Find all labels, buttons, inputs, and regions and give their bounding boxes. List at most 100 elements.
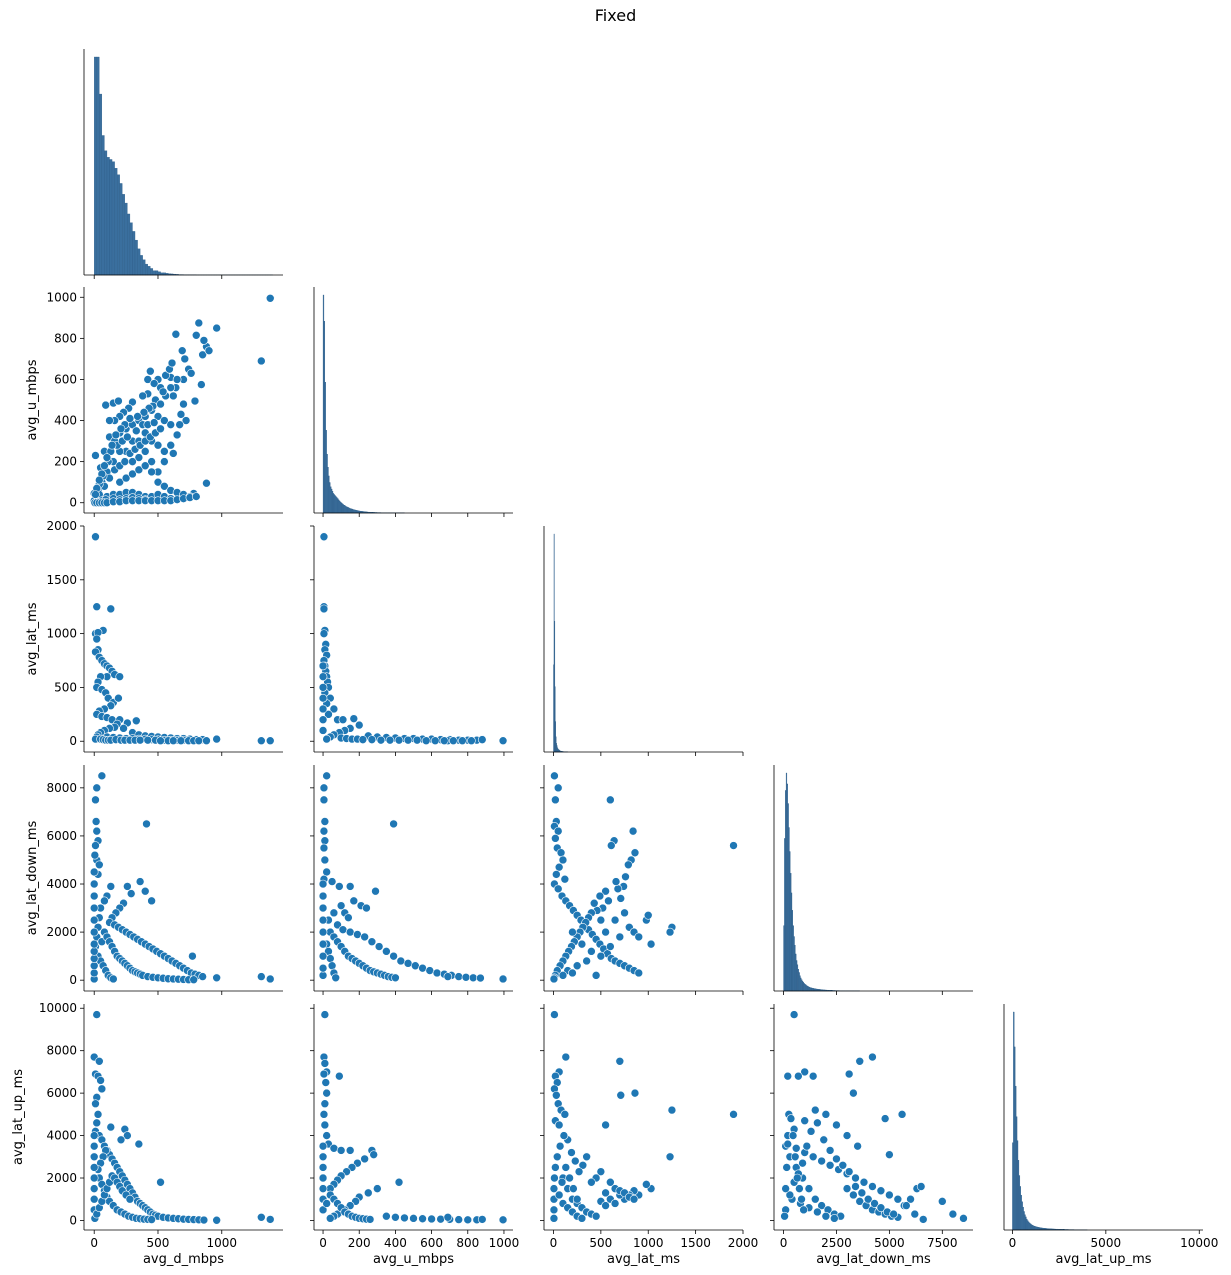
scatter-point [133, 412, 142, 421]
scatter-point [134, 1139, 144, 1149]
scatter-point [321, 1078, 331, 1087]
scatter-point [319, 783, 329, 793]
scatter-point [729, 1110, 738, 1119]
scatter-point [552, 1152, 562, 1162]
scatter-point [808, 1152, 818, 1162]
scatter-point [134, 465, 144, 475]
scatter-point [810, 1194, 820, 1204]
scatter-point [91, 532, 100, 542]
scatter-point [646, 939, 656, 949]
scatter-point [212, 734, 221, 744]
scatter-point [318, 951, 328, 961]
y-tick-label: 8000 [46, 1044, 77, 1058]
scatter-point [859, 1177, 869, 1187]
scatter-point [329, 1144, 339, 1153]
scatter-point [468, 973, 478, 983]
scatter-point [166, 383, 176, 392]
scatter-point [116, 1135, 126, 1145]
scatter-point [615, 932, 625, 942]
scatter-point [338, 715, 348, 725]
x-tick-label: 1000 [633, 1236, 664, 1250]
scatter-point [204, 346, 214, 355]
scatter-point [403, 735, 413, 745]
scatter-point [168, 391, 178, 401]
scatter-point [318, 971, 328, 980]
scatter-point [552, 1090, 561, 1100]
scatter-point [90, 850, 100, 860]
panel-avg_lat_ms-vs-avg_d_mbps: 0 500 1000 1500 2000 [46, 519, 283, 756]
scatter-point [140, 447, 150, 456]
scatter-point [389, 951, 398, 961]
scatter-point [91, 795, 100, 805]
hist-bar [139, 255, 143, 276]
scatter-point [319, 604, 329, 614]
scatter-point [601, 1188, 610, 1198]
y-tick-label: 1000 [46, 627, 77, 641]
scatter-point [320, 836, 330, 846]
scatter-point [876, 1186, 886, 1196]
scatter-point [371, 886, 380, 896]
scatter-point [577, 1214, 587, 1223]
scatter-point [91, 451, 100, 460]
scatter-point [265, 736, 275, 746]
scatter-point [463, 1215, 473, 1225]
x-tick-label: 800 [456, 1236, 479, 1250]
scatter-point [265, 293, 275, 303]
scatter-point [549, 1184, 559, 1193]
scatter-point [568, 968, 577, 978]
scatter-point [630, 1088, 640, 1098]
scatter-point [918, 1215, 928, 1224]
scatter-point [153, 440, 163, 450]
scatter-point [558, 971, 568, 980]
scatter-point [199, 1215, 209, 1225]
scatter-point [318, 1141, 328, 1151]
scatter-point [634, 968, 644, 978]
scatter-point [319, 532, 329, 542]
x-tick-label: 400 [384, 1236, 407, 1250]
scatter-point [89, 1163, 99, 1172]
scatter-point [212, 1215, 221, 1225]
x-tick-label: 1000 [206, 1236, 237, 1250]
scatter-point [319, 1110, 329, 1119]
scatter-point [89, 1173, 99, 1183]
x-axis-title-avg_lat_up_ms: avg_lat_up_ms [1055, 1252, 1151, 1267]
scatter-point [172, 375, 182, 384]
hist-bar [117, 174, 120, 276]
y-tick-label: 10000 [39, 1001, 77, 1015]
scatter-point [558, 855, 568, 865]
x-tick-label: 500 [147, 1236, 170, 1250]
scatter-point [556, 848, 566, 858]
y-tick-label: 0 [69, 973, 77, 987]
scatter-point [91, 841, 100, 850]
scatter-point [180, 354, 190, 364]
scatter-point [89, 1184, 99, 1193]
scatter-point [591, 1211, 601, 1221]
scatter-point [138, 391, 147, 401]
scatter-point [142, 819, 151, 829]
hist-bar [119, 183, 123, 276]
scatter-point [549, 1205, 559, 1215]
scatter-point [385, 735, 395, 745]
scatter-point [467, 736, 476, 746]
scatter-point [781, 1184, 790, 1193]
scatter-point [97, 771, 107, 781]
scatter-point [851, 1173, 860, 1183]
scatter-point [181, 416, 191, 425]
scatter-point [327, 961, 337, 971]
scatter-point [318, 891, 328, 901]
scatter-point [578, 1160, 588, 1170]
scatter-point [799, 1205, 808, 1215]
scatter-point [817, 1156, 826, 1166]
scatter-point [319, 843, 329, 853]
scatter-point [89, 879, 99, 889]
scatter-point [817, 1201, 826, 1210]
scatter-point [665, 1152, 675, 1162]
scatter-point [910, 1209, 920, 1219]
scatter-point [194, 736, 204, 746]
y-axis-title-avg_lat_ms: avg_lat_ms [25, 602, 40, 675]
scatter-point [156, 1177, 165, 1187]
scatter-point [550, 1010, 559, 1019]
scatter-point [109, 974, 118, 984]
scatter-point [176, 410, 186, 419]
scatter-point [844, 1167, 854, 1176]
